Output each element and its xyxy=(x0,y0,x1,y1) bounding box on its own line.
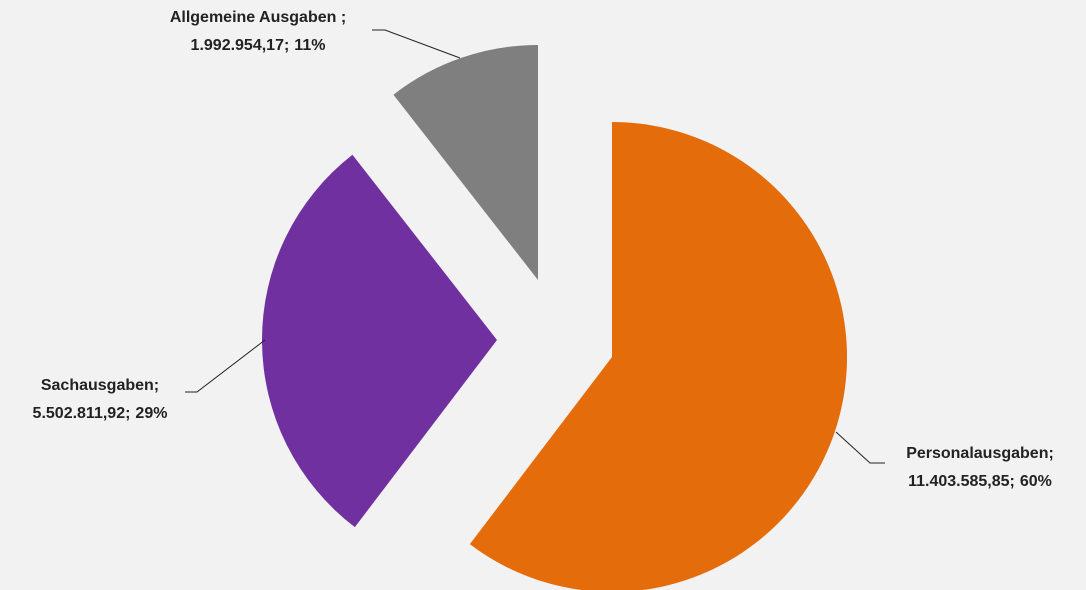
percent-label: 29% xyxy=(135,405,167,422)
percent-label: 60% xyxy=(1020,473,1052,490)
percent-label: 11% xyxy=(294,37,325,54)
slice-value-label: 5.502.811,92; 29% xyxy=(33,405,168,422)
leader-line xyxy=(835,431,885,464)
slice-label: Sachausgaben; xyxy=(41,377,159,394)
slice-value-label: 11.403.585,85; 60% xyxy=(908,473,1052,490)
slice-value-label: 1.992.954,17; 11% xyxy=(191,37,326,54)
leader-line xyxy=(372,29,461,59)
value-label: 1.992.954,17; xyxy=(191,37,290,54)
pie-slice xyxy=(393,45,538,280)
slice-label: Personalausgaben; xyxy=(906,445,1054,462)
slice-label: Allgemeine Ausgaben ; xyxy=(170,9,346,26)
leader-line xyxy=(185,339,266,393)
value-label: 11.403.585,85; xyxy=(908,473,1015,490)
pie-slice xyxy=(262,154,497,528)
value-label: 5.502.811,92; xyxy=(33,405,131,422)
pie-slice xyxy=(469,122,848,590)
